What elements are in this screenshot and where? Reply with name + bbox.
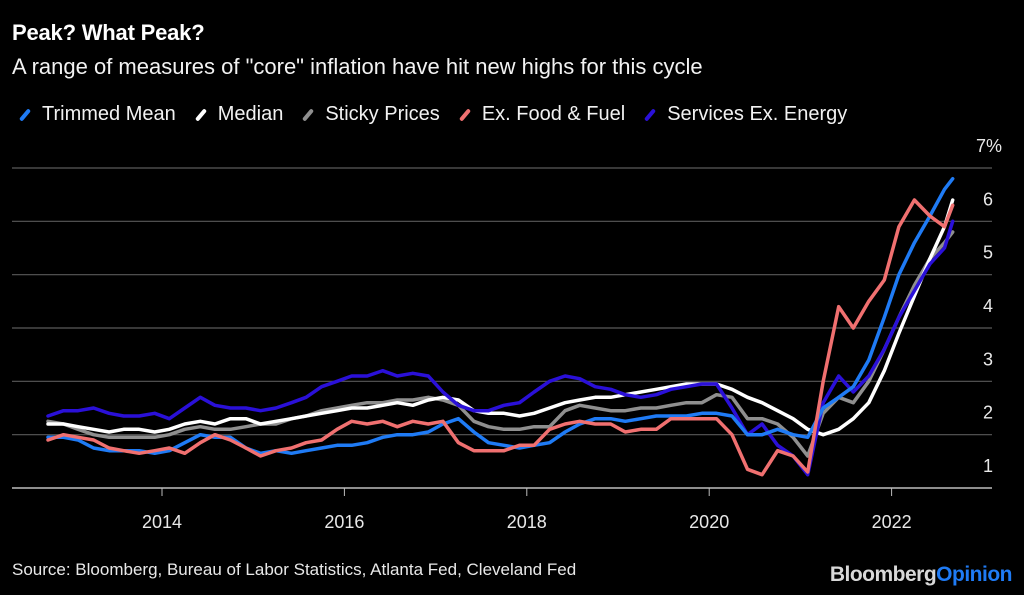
y-tick-label: 3 (983, 349, 993, 369)
y-tick-label: 6 (983, 189, 993, 209)
y-tick-label: 5 (983, 243, 993, 263)
legend-item-median: Median (194, 103, 284, 126)
series-lines (46, 176, 955, 477)
series-line-trimmed-mean (46, 176, 955, 456)
series-line-ex-food-fuel (46, 198, 955, 477)
legend-label: Median (217, 103, 284, 125)
x-tick-label: 2016 (324, 512, 364, 532)
x-tick-label: 2014 (142, 512, 182, 532)
chart-title: Peak? What Peak? (12, 20, 205, 45)
brand-bloomberg: Bloomberg (829, 563, 937, 586)
legend-label: Trimmed Mean (42, 103, 176, 125)
series-line-sticky-prices (46, 230, 955, 458)
legend-label: Ex. Food & Fuel (481, 103, 626, 125)
gridlines (12, 167, 992, 489)
legend-item-ex-food-fuel: Ex. Food & Fuel (458, 103, 625, 126)
x-tick-label: 2018 (507, 512, 547, 532)
y-axis-labels: 1 2 3 4 5 6 7% (976, 136, 1002, 476)
legend: Trimmed Mean Median Sticky Prices Ex. Fo… (18, 103, 865, 126)
x-tick-label: 2022 (872, 512, 912, 532)
y-tick-label: 4 (983, 296, 993, 316)
legend-label: Services Ex. Energy (667, 103, 848, 125)
legend-item-sticky-prices: Sticky Prices (301, 103, 440, 126)
brand-logo: BloombergOpinion (829, 563, 1013, 587)
y-tick-label: 7% (976, 136, 1002, 156)
x-axis: 2014 2016 2018 2020 2022 (142, 488, 912, 532)
source-note: Source: Bloomberg, Bureau of Labor Stati… (12, 560, 577, 579)
brand-opinion: Opinion (936, 563, 1012, 586)
series-line-services-ex-energy (46, 219, 955, 477)
legend-item-trimmed-mean: Trimmed Mean (18, 103, 176, 126)
legend-label: Sticky Prices (325, 103, 440, 125)
chart-subtitle: A range of measures of "core" inflation … (12, 54, 703, 79)
legend-item-services-ex-energy: Services Ex. Energy (643, 103, 847, 126)
x-tick-label: 2020 (689, 512, 729, 532)
series-line-median (46, 198, 955, 437)
y-tick-label: 2 (983, 403, 993, 423)
y-tick-label: 1 (983, 456, 993, 476)
